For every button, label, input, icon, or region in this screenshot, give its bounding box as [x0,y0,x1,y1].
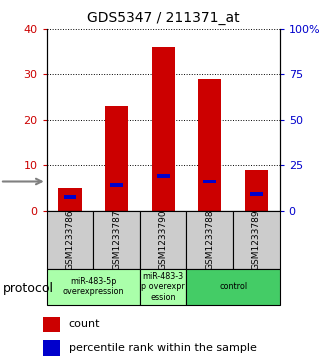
Text: control: control [219,282,247,291]
Text: GSM1233787: GSM1233787 [112,209,121,270]
Text: GSM1233789: GSM1233789 [252,209,261,270]
Bar [233,211,280,269]
Text: GSM1233790: GSM1233790 [159,209,168,270]
Bar [186,211,233,269]
Bar [110,183,123,187]
Bar [43,340,60,356]
Bar [58,188,82,211]
Bar [198,79,221,211]
Text: count: count [69,319,100,330]
Bar [203,180,216,183]
Bar [140,211,186,269]
Bar [157,174,169,178]
Bar [152,47,175,211]
Text: protocol: protocol [3,282,54,295]
Text: miR-483-3
p overexpr
ession: miR-483-3 p overexpr ession [141,272,185,302]
Bar [43,317,60,332]
Bar [93,211,140,269]
Bar [250,192,263,196]
Text: percentile rank within the sample: percentile rank within the sample [69,343,256,353]
Bar [64,195,76,199]
Text: miR-483-5p
overexpression: miR-483-5p overexpression [63,277,124,297]
Bar [47,269,140,305]
Title: GDS5347 / 211371_at: GDS5347 / 211371_at [87,11,239,25]
Bar [186,269,280,305]
Bar [245,170,268,211]
Bar [140,269,186,305]
Bar [105,106,128,211]
Text: GSM1233786: GSM1233786 [65,209,75,270]
Text: GSM1233788: GSM1233788 [205,209,214,270]
Bar [47,211,93,269]
